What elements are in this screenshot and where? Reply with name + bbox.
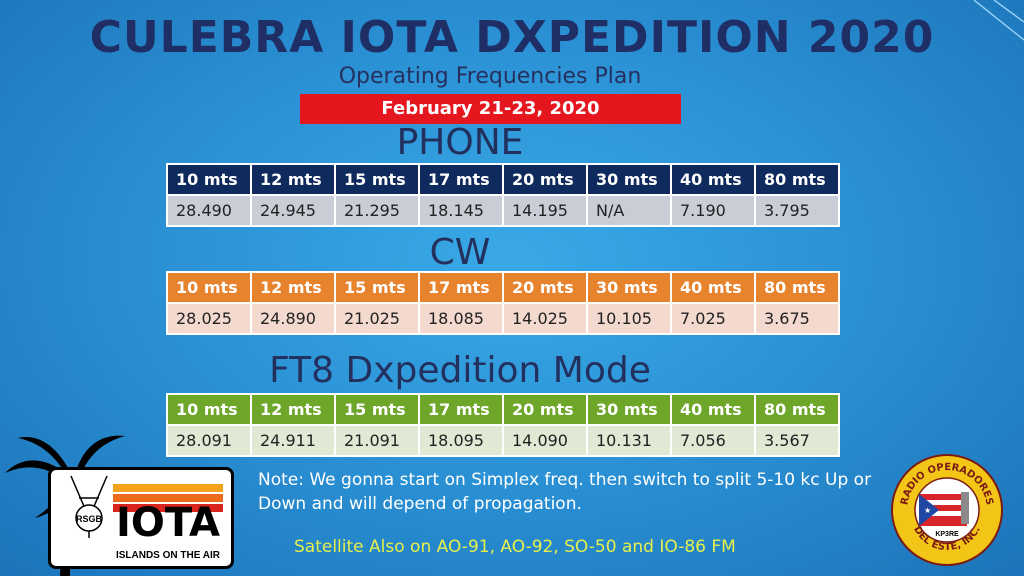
frequency-cell: 28.025 <box>166 302 252 335</box>
band-header: 20 mts <box>502 163 588 196</box>
iota-logo: RSGB IOTA ISLANDS ON THE AIR <box>48 467 234 569</box>
frequency-cell: 14.195 <box>502 194 588 227</box>
band-header: 15 mts <box>334 393 420 426</box>
iota-logo-text: IOTA <box>116 500 220 546</box>
band-header: 80 mts <box>754 163 840 196</box>
band-header: 30 mts <box>586 163 672 196</box>
phone-table: 10 mts 12 mts 15 mts 17 mts 20 mts 30 mt… <box>166 163 840 227</box>
band-header: 20 mts <box>502 393 588 426</box>
cw-table: 10 mts 12 mts 15 mts 17 mts 20 mts 30 mt… <box>166 271 840 335</box>
frequency-cell: 28.490 <box>166 194 252 227</box>
logo-callsign: KP3RE <box>935 531 959 538</box>
band-header: 10 mts <box>166 393 252 426</box>
frequency-cell: 18.085 <box>418 302 504 335</box>
frequency-cell: 21.025 <box>334 302 420 335</box>
frequency-cell: 7.056 <box>670 424 756 457</box>
band-header: 17 mts <box>418 393 504 426</box>
frequency-cell: 24.945 <box>250 194 336 227</box>
band-header: 30 mts <box>586 271 672 304</box>
corner-decoration <box>973 0 1024 41</box>
frequency-cell: 18.145 <box>418 194 504 227</box>
band-header: 40 mts <box>670 163 756 196</box>
cw-value-row: 28.025 24.890 21.025 18.085 14.025 10.10… <box>166 302 840 335</box>
band-header: 15 mts <box>334 163 420 196</box>
frequency-cell: 21.295 <box>334 194 420 227</box>
frequency-cell: 3.675 <box>754 302 840 335</box>
band-header: 12 mts <box>250 271 336 304</box>
frequency-cell: 7.190 <box>670 194 756 227</box>
ft8-table: 10 mts 12 mts 15 mts 17 mts 20 mts 30 mt… <box>166 393 840 457</box>
band-header: 20 mts <box>502 271 588 304</box>
frequency-cell: 24.911 <box>250 424 336 457</box>
ft8-value-row: 28.091 24.911 21.091 18.095 14.090 10.13… <box>166 424 840 457</box>
frequency-cell: 7.025 <box>670 302 756 335</box>
phone-section-label: PHONE <box>396 122 524 163</box>
band-header: 15 mts <box>334 271 420 304</box>
band-header: 10 mts <box>166 163 252 196</box>
cw-header-row: 10 mts 12 mts 15 mts 17 mts 20 mts 30 mt… <box>166 271 840 304</box>
radio-operadores-logo: RADIO OPERADORES DEL ESTE, INC. ★ KP3RE <box>891 454 1003 566</box>
note-text: Note: We gonna start on Simplex freq. th… <box>258 470 872 514</box>
band-header: 40 mts <box>670 393 756 426</box>
iota-logo-graphic: RSGB IOTA ISLANDS ON THE AIR <box>70 475 223 561</box>
band-header: 10 mts <box>166 271 252 304</box>
cw-section-label: CW <box>429 232 491 273</box>
band-header: 17 mts <box>418 271 504 304</box>
star-icon: ★ <box>924 506 931 515</box>
frequency-cell: 3.795 <box>754 194 840 227</box>
frequency-cell: 18.095 <box>418 424 504 457</box>
frequency-cell: 10.131 <box>586 424 672 457</box>
page-title: CULEBRA IOTA DXPEDITION 2020 <box>89 12 935 63</box>
band-header: 12 mts <box>250 393 336 426</box>
ft8-header-row: 10 mts 12 mts 15 mts 17 mts 20 mts 30 mt… <box>166 393 840 426</box>
frequency-cell: 3.567 <box>754 424 840 457</box>
page-subtitle: Operating Frequencies Plan <box>338 64 642 89</box>
date-banner: February 21-23, 2020 <box>300 94 681 124</box>
band-header: 80 mts <box>754 271 840 304</box>
band-header: 30 mts <box>586 393 672 426</box>
band-header: 17 mts <box>418 163 504 196</box>
rsgb-text: RSGB <box>76 514 103 524</box>
frequency-cell: 28.091 <box>166 424 252 457</box>
phone-header-row: 10 mts 12 mts 15 mts 17 mts 20 mts 30 mt… <box>166 163 840 196</box>
frequency-cell: 21.091 <box>334 424 420 457</box>
frequency-cell: 14.090 <box>502 424 588 457</box>
frequency-cell: 14.025 <box>502 302 588 335</box>
band-header: 40 mts <box>670 271 756 304</box>
satellite-text: Satellite Also on AO-91, AO-92, SO-50 an… <box>294 537 736 557</box>
band-header: 12 mts <box>250 163 336 196</box>
frequency-cell: 10.105 <box>586 302 672 335</box>
ft8-section-label: FT8 Dxpedition Mode <box>269 350 651 391</box>
band-header: 80 mts <box>754 393 840 426</box>
frequency-cell: 24.890 <box>250 302 336 335</box>
phone-value-row: 28.490 24.945 21.295 18.145 14.195 N/A 7… <box>166 194 840 227</box>
iota-logo-subtext: ISLANDS ON THE AIR <box>116 550 221 561</box>
frequency-cell: N/A <box>586 194 672 227</box>
